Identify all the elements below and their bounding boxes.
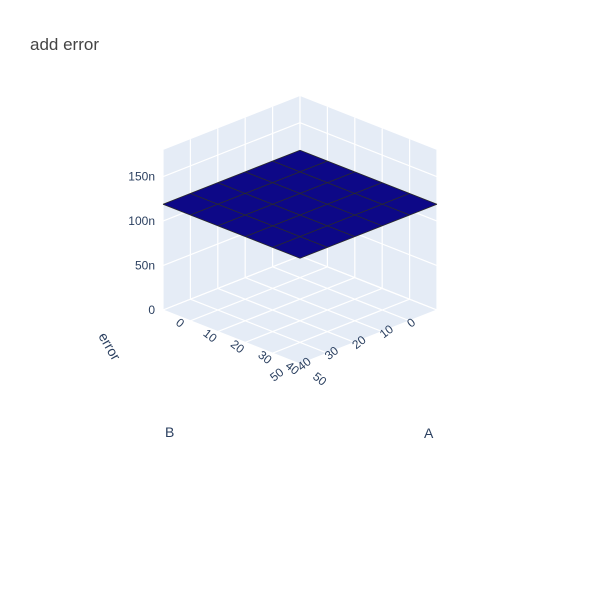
z-tick-label: 150n (128, 170, 155, 184)
z-tick-label: 0 (148, 303, 155, 317)
floor-gridline-a (190, 266, 328, 322)
floor-gridline-b (162, 309, 301, 365)
z-tick-label: 100n (128, 214, 155, 228)
wall-a-horizontal-gridline (299, 122, 438, 178)
surface-wireline-b (190, 193, 328, 248)
floor-gridline-b (190, 298, 328, 354)
surface-wireline-a (190, 160, 328, 216)
surface-wireline-a (245, 182, 383, 237)
x-tick-label: 0 (173, 315, 187, 330)
floor-gridline-b (244, 277, 383, 333)
floor-gridline-a (272, 298, 410, 354)
floor-gridline-b (217, 287, 356, 343)
surface-wireline-b (162, 203, 301, 259)
floor-gridline-a (299, 309, 438, 365)
z-tick-label: 50n (135, 259, 155, 273)
surface-wireline-a (272, 193, 410, 248)
y-axis-title: B (165, 424, 174, 440)
z-axis-title: error (95, 330, 124, 364)
surface-wireline-a (162, 149, 301, 205)
floor-gridline-b (272, 266, 410, 322)
surface-wireline-b (245, 171, 383, 227)
wall-b-horizontal-gridline (162, 122, 301, 178)
wall-a-horizontal-gridline (299, 255, 438, 311)
x-tick-label: 50 (310, 369, 329, 388)
surface-wireline-a (299, 203, 438, 259)
floor-gridline-a (217, 277, 356, 333)
surface-wireline-b (272, 160, 410, 216)
x-axis-title: A (424, 425, 434, 441)
wall-b-horizontal-gridline (162, 255, 301, 311)
chart-title: add error (30, 35, 99, 54)
surface-wireline-b (217, 182, 355, 237)
surface-wireline-a (217, 171, 355, 227)
surface-wireline-b (299, 149, 438, 205)
floor-gridline-a (244, 287, 383, 343)
surface-layer (162, 149, 438, 259)
